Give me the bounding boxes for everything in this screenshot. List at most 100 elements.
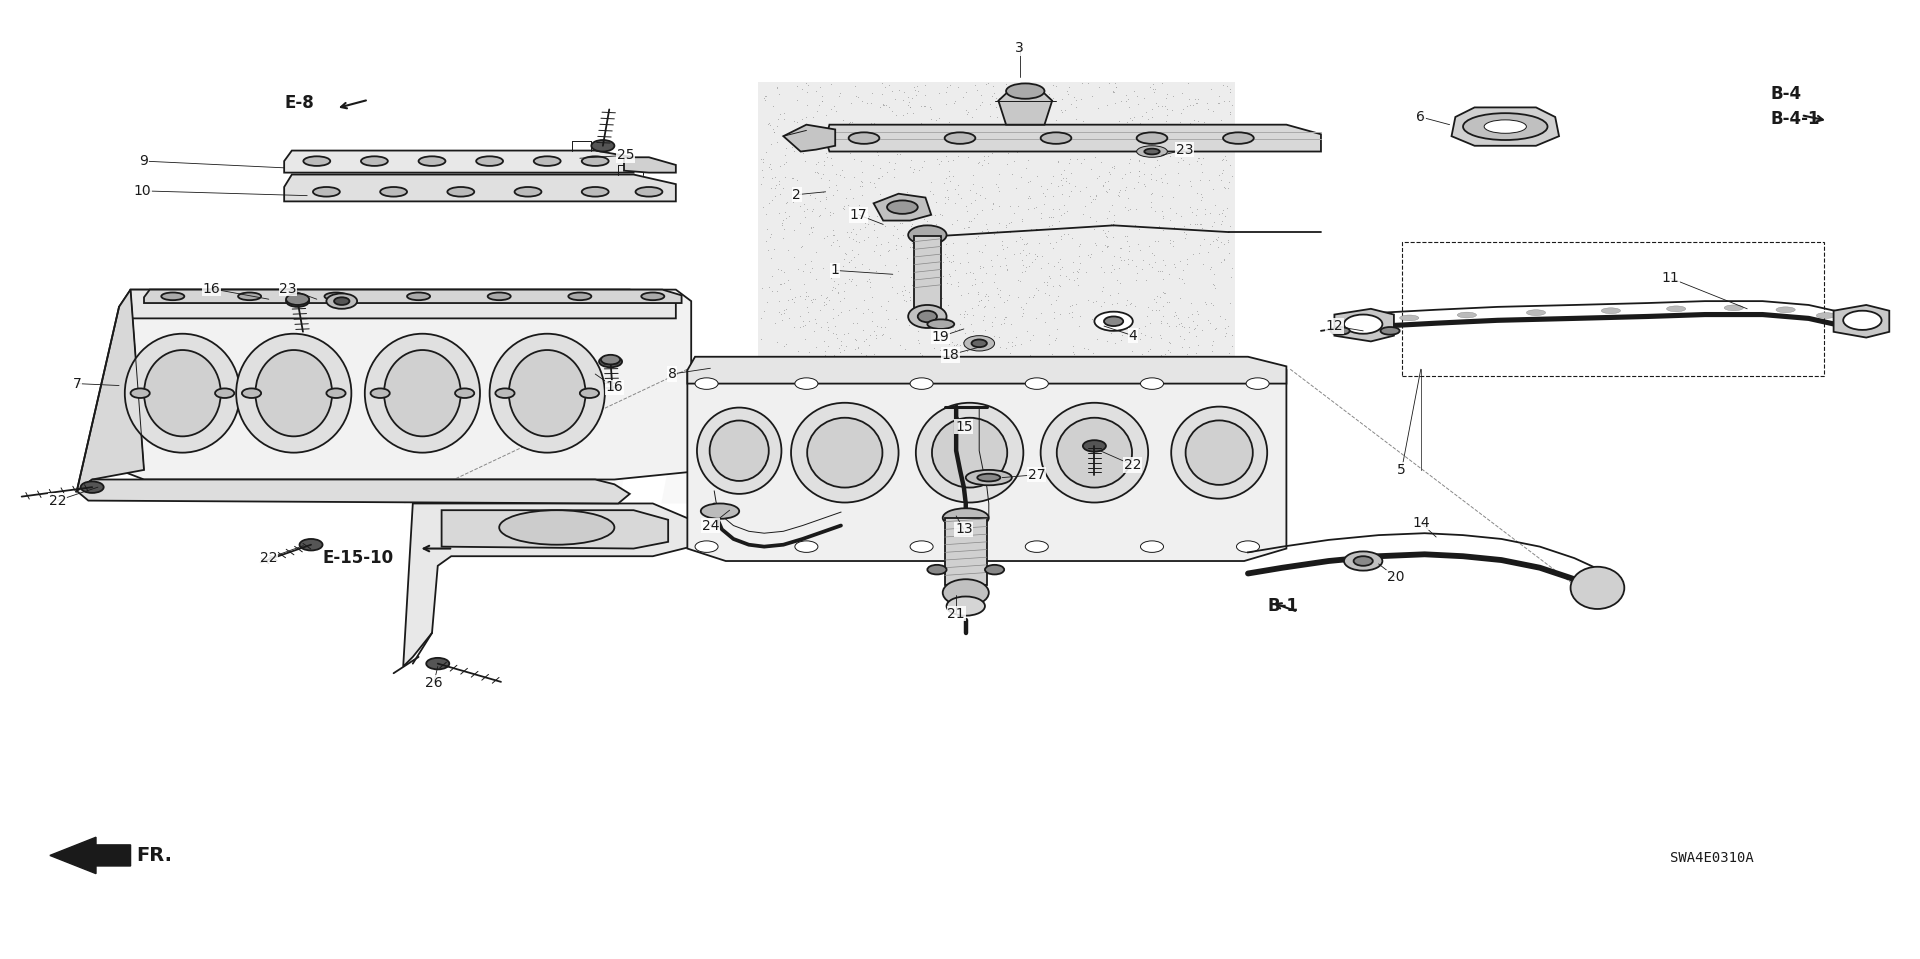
Point xyxy=(828,342,858,358)
Point xyxy=(1194,295,1225,311)
Point xyxy=(849,372,879,387)
Point xyxy=(1206,235,1236,250)
Point xyxy=(1043,288,1073,303)
Point xyxy=(797,260,828,275)
Point xyxy=(924,156,954,172)
Point xyxy=(1096,198,1127,213)
Point xyxy=(1192,376,1223,391)
Point xyxy=(841,331,872,346)
Point xyxy=(954,377,985,392)
Point xyxy=(789,153,820,169)
Point xyxy=(879,169,910,184)
Point xyxy=(1213,180,1244,196)
Point xyxy=(1037,381,1068,396)
Point xyxy=(1089,279,1119,294)
Point xyxy=(1094,167,1125,182)
Point xyxy=(852,230,883,246)
Point xyxy=(860,179,891,195)
Point xyxy=(828,113,858,129)
Point xyxy=(1018,290,1048,305)
Ellipse shape xyxy=(599,356,622,367)
Point xyxy=(1206,172,1236,187)
Point xyxy=(977,354,1008,369)
Point xyxy=(795,187,826,202)
Point xyxy=(1200,388,1231,404)
Point xyxy=(876,103,906,118)
Text: 9: 9 xyxy=(140,154,148,168)
Point xyxy=(970,128,1000,143)
Point xyxy=(868,97,899,112)
Point xyxy=(1025,210,1056,225)
Point xyxy=(1162,154,1192,170)
Point xyxy=(1215,138,1246,153)
Point xyxy=(1014,245,1044,260)
Point xyxy=(998,205,1029,221)
Point xyxy=(1058,339,1089,354)
Point xyxy=(1192,119,1223,134)
Ellipse shape xyxy=(371,388,390,398)
Point xyxy=(881,238,912,253)
Text: 12: 12 xyxy=(1325,319,1344,333)
Point xyxy=(847,128,877,143)
Point xyxy=(922,230,952,246)
Point xyxy=(998,373,1029,388)
Point xyxy=(1177,204,1208,220)
Point xyxy=(1060,92,1091,107)
Point xyxy=(910,271,941,287)
Point xyxy=(829,198,860,213)
Point xyxy=(862,171,893,186)
Point xyxy=(785,309,816,324)
Text: B-4-1: B-4-1 xyxy=(1770,110,1820,128)
Point xyxy=(1144,369,1175,385)
Point xyxy=(881,349,912,364)
Point xyxy=(826,338,856,353)
Point xyxy=(1046,172,1077,187)
Point xyxy=(862,208,893,223)
Point xyxy=(918,300,948,316)
Point xyxy=(1081,293,1112,309)
Point xyxy=(983,183,1014,199)
Point xyxy=(970,336,1000,351)
Point xyxy=(1185,192,1215,207)
Point xyxy=(764,173,795,188)
Point xyxy=(1117,118,1148,133)
Point xyxy=(924,327,954,342)
Point xyxy=(1139,83,1169,99)
Point xyxy=(877,367,908,383)
Point xyxy=(931,249,962,265)
Point xyxy=(1106,249,1137,265)
Point xyxy=(1146,203,1177,219)
Point xyxy=(843,339,874,355)
Point xyxy=(801,104,831,119)
Point xyxy=(1142,146,1173,161)
Point xyxy=(854,271,885,287)
Point xyxy=(870,98,900,113)
Point xyxy=(937,168,968,183)
Point xyxy=(781,79,812,94)
Point xyxy=(1213,119,1244,134)
Point xyxy=(1198,266,1229,281)
Point xyxy=(785,319,816,335)
Point xyxy=(1194,385,1225,400)
Point xyxy=(1150,258,1181,273)
Point xyxy=(929,196,960,211)
Point xyxy=(810,191,841,206)
Point xyxy=(1035,270,1066,286)
Ellipse shape xyxy=(1344,551,1382,571)
Point xyxy=(862,145,893,160)
Point xyxy=(1188,139,1219,154)
Point xyxy=(766,351,797,366)
Point xyxy=(770,367,801,383)
Point xyxy=(1158,88,1188,104)
Point xyxy=(1023,283,1054,298)
Point xyxy=(1029,274,1060,290)
Point xyxy=(904,394,935,409)
Point xyxy=(1144,396,1175,411)
Ellipse shape xyxy=(361,156,388,166)
Point xyxy=(1004,273,1035,289)
Point xyxy=(960,231,991,246)
Point xyxy=(799,292,829,307)
Point xyxy=(1037,209,1068,224)
Point xyxy=(1012,365,1043,381)
Point xyxy=(929,190,960,205)
